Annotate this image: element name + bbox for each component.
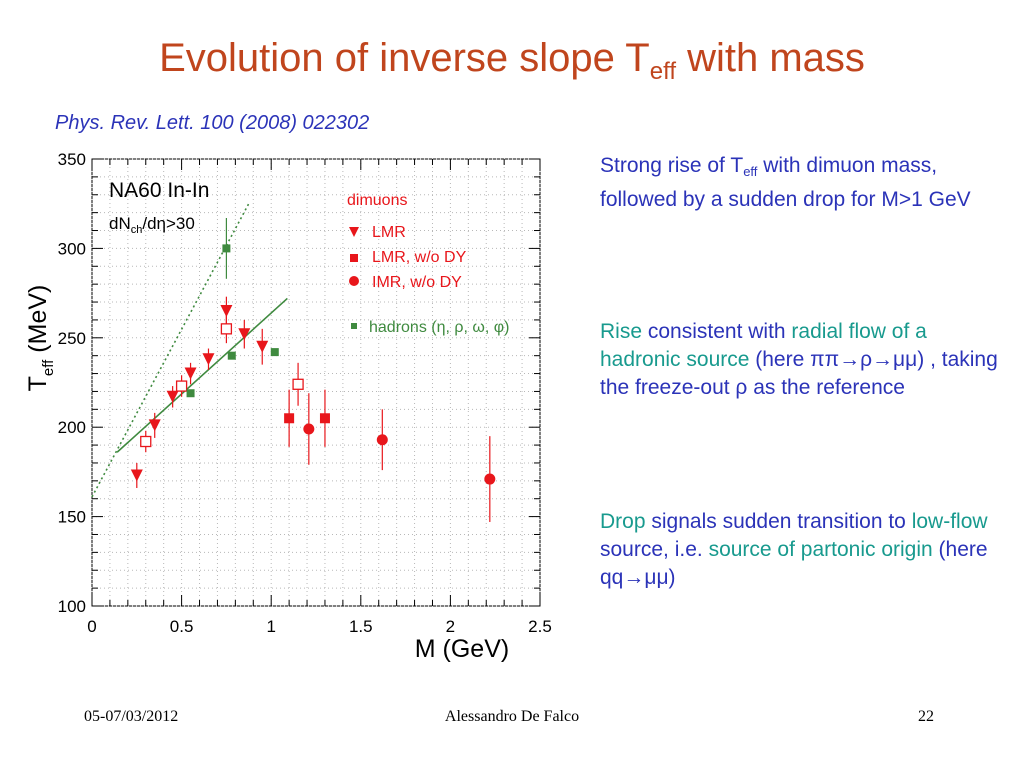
bullet-2-part-1: Rise xyxy=(600,320,643,343)
data-point-lmr xyxy=(220,304,233,317)
x-tick-label: 1.5 xyxy=(349,617,373,636)
data-point-lmr xyxy=(130,469,143,482)
svg-text:Teff (MeV): Teff (MeV) xyxy=(24,285,57,392)
data-point-hadron xyxy=(222,244,231,253)
bullet-3-part-5: source of partonic origin xyxy=(708,538,933,561)
data-point-lmr xyxy=(148,419,161,432)
bullet-1-part-3: with dimuon mass, followed by a sudden d… xyxy=(600,154,971,211)
legend-lmr-marker xyxy=(349,227,359,237)
legend-imr-marker xyxy=(349,276,359,286)
bullet-3-part-3: low-flow xyxy=(911,510,988,533)
data-point-hadron xyxy=(186,389,195,398)
title-main: Evolution of inverse slope T xyxy=(159,36,650,80)
data-point-imr xyxy=(376,434,388,446)
bullet-2-part-2: consistent with xyxy=(642,320,792,343)
x-tick-label: 1 xyxy=(266,617,275,636)
solid-fit-line xyxy=(116,297,288,453)
data-point-lmr-wodY xyxy=(284,413,295,424)
data-point-lmr-open xyxy=(292,378,304,390)
data-point-lmr-wodY xyxy=(319,413,330,424)
data-point-hadron xyxy=(227,351,236,360)
data-point-lmr xyxy=(256,340,269,353)
bullet-1-part-1: Strong rise of T xyxy=(600,154,744,177)
data-point-lmr-open xyxy=(175,380,188,392)
data-point-imr xyxy=(484,473,496,485)
bullet-3-part-2: signals sudden transition to xyxy=(645,510,912,533)
data-point-lmr xyxy=(184,367,197,380)
slide-title: Evolution of inverse slope Teff with mas… xyxy=(0,34,1024,96)
title-subscript: eff xyxy=(649,58,676,85)
bullet-2-part-3: radial flow of a hadronic source xyxy=(600,320,927,371)
y-tick-label: 150 xyxy=(58,508,86,527)
data-point-lmr xyxy=(166,390,179,403)
legend: dimuons LMR LMR, w/o DY IMR, w/o DY hadr… xyxy=(347,192,509,336)
bullet-1-part-2: eff xyxy=(743,164,758,179)
legend-lmr-wodY-marker xyxy=(350,254,358,262)
title-tail: with mass xyxy=(675,36,865,80)
dotted-fit-line xyxy=(91,201,251,498)
legend-dimuons-header: dimuons xyxy=(347,192,407,209)
y-tick-label: 100 xyxy=(58,597,86,616)
y-axis-label: Teff (MeV) xyxy=(24,285,57,392)
dotted-grid xyxy=(91,158,541,607)
legend-imr-label: IMR, w/o DY xyxy=(372,274,462,291)
footer-author: Alessandro De Falco xyxy=(444,708,580,725)
data-point-lmr-open xyxy=(140,435,152,448)
bullet-3-part-4: source, i.e. xyxy=(600,538,709,561)
x-tick-label: 0 xyxy=(87,617,96,636)
x-tick-label: 2.5 xyxy=(528,617,552,636)
bullet-3-part-6: (here qq→μμ) xyxy=(600,538,988,589)
data-points xyxy=(130,218,496,522)
experiment-label: NA60 In-In xyxy=(109,179,209,202)
data-point-lmr-open xyxy=(220,323,233,335)
data-point-imr xyxy=(303,423,315,435)
chart: 0 0.5 1 1.5 2 2.5 100 150 200 250 300 350 M (GeV) T… xyxy=(24,150,552,663)
legend-hadrons-label: hadrons (η, ρ, ω, φ) xyxy=(369,319,509,336)
data-point-lmr xyxy=(202,353,215,366)
y-tick-label: 250 xyxy=(58,329,86,348)
legend-hadrons-marker xyxy=(351,323,357,329)
multiplicity-cut: dNch/dη>30 xyxy=(109,214,195,236)
citation: Phys. Rev. Lett. 100 (2008) 022302 xyxy=(55,112,370,134)
bullet-1: Strong rise of Teff with dimuon mass, fo… xyxy=(600,152,1000,214)
fit-lines xyxy=(91,201,288,498)
legend-lmr-label: LMR xyxy=(372,224,406,241)
footer-page-number: 22 xyxy=(918,708,934,725)
x-tick-label: 0.5 xyxy=(170,617,194,636)
x-axis-label: M (GeV) xyxy=(415,635,509,663)
y-tick-label: 200 xyxy=(58,418,86,437)
bullet-3-part-1: Drop xyxy=(600,510,646,533)
y-tick-label: 350 xyxy=(58,150,86,169)
y-tick-label: 300 xyxy=(58,239,86,258)
bullet-2: Rise consistent with radial flow of a ha… xyxy=(600,318,1000,402)
x-tick-label: 2 xyxy=(446,617,455,636)
legend-lmr-wodY-label: LMR, w/o DY xyxy=(372,249,467,266)
data-point-lmr xyxy=(238,328,251,341)
data-point-hadron xyxy=(270,348,279,357)
bullet-3: Drop signals sudden transition to low-fl… xyxy=(600,508,1000,592)
axis-ticks: 0 0.5 1 1.5 2 2.5 100 150 200 250 300 350 xyxy=(58,150,552,636)
bullet-2-part-4: (here ππ→ρ→μμ) , taking the freeze-out ρ… xyxy=(600,348,998,399)
footer-date: 05-07/03/2012 xyxy=(84,708,179,725)
